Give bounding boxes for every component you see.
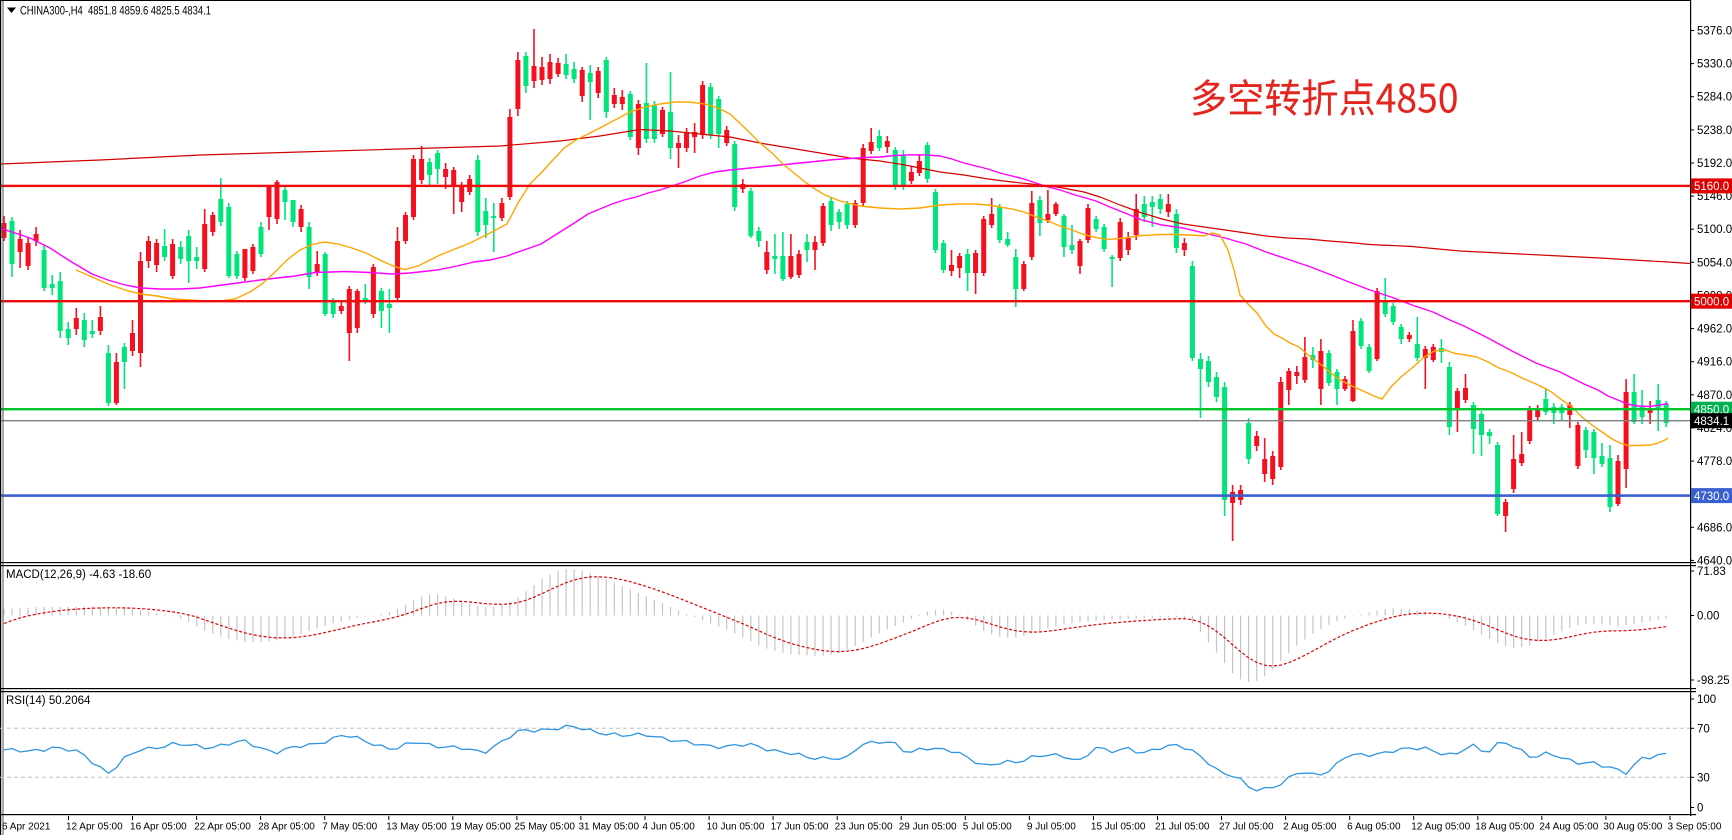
svg-text:4962.0: 4962.0 bbox=[1697, 324, 1732, 336]
svg-text:13 May 05:00: 13 May 05:00 bbox=[386, 822, 447, 833]
svg-text:4834.1: 4834.1 bbox=[1694, 416, 1729, 428]
svg-text:4730.0: 4730.0 bbox=[1694, 491, 1729, 503]
svg-text:4 Jun 05:00: 4 Jun 05:00 bbox=[643, 822, 696, 833]
svg-text:4640.0: 4640.0 bbox=[1697, 555, 1732, 567]
svg-text:10 Jun 05:00: 10 Jun 05:00 bbox=[707, 822, 765, 833]
svg-text:22 Apr 05:00: 22 Apr 05:00 bbox=[194, 822, 251, 833]
svg-text:0.00: 0.00 bbox=[1697, 611, 1719, 623]
svg-text:4870.0: 4870.0 bbox=[1697, 390, 1732, 402]
svg-text:30 Aug 05:00: 30 Aug 05:00 bbox=[1603, 822, 1662, 833]
svg-text:27 Jul 05:00: 27 Jul 05:00 bbox=[1219, 822, 1274, 833]
svg-text:3 Sep 05:00: 3 Sep 05:00 bbox=[1667, 822, 1721, 833]
svg-text:5376.0: 5376.0 bbox=[1697, 26, 1732, 38]
svg-text:0: 0 bbox=[1697, 803, 1703, 815]
svg-text:2 Aug 05:00: 2 Aug 05:00 bbox=[1283, 822, 1337, 833]
svg-text:23 Jun 05:00: 23 Jun 05:00 bbox=[835, 822, 893, 833]
svg-text:30: 30 bbox=[1697, 772, 1710, 784]
svg-text:12 Apr 05:00: 12 Apr 05:00 bbox=[66, 822, 123, 833]
svg-text:5 Jul 05:00: 5 Jul 05:00 bbox=[963, 822, 1012, 833]
svg-text:71.83: 71.83 bbox=[1697, 566, 1726, 578]
svg-text:5160.0: 5160.0 bbox=[1694, 181, 1729, 193]
svg-text:6 Aug 05:00: 6 Aug 05:00 bbox=[1347, 822, 1401, 833]
svg-text:24 Aug 05:00: 24 Aug 05:00 bbox=[1539, 822, 1598, 833]
svg-text:18 Aug 05:00: 18 Aug 05:00 bbox=[1475, 822, 1534, 833]
svg-text:70: 70 bbox=[1697, 723, 1710, 735]
svg-text:28 Apr 05:00: 28 Apr 05:00 bbox=[258, 822, 315, 833]
svg-text:5146.0: 5146.0 bbox=[1697, 191, 1732, 203]
svg-text:16 Apr 05:00: 16 Apr 05:00 bbox=[130, 822, 187, 833]
svg-text:5192.0: 5192.0 bbox=[1697, 158, 1732, 170]
svg-text:21 Jul 05:00: 21 Jul 05:00 bbox=[1155, 822, 1210, 833]
svg-text:31 May 05:00: 31 May 05:00 bbox=[578, 822, 639, 833]
svg-text:5100.0: 5100.0 bbox=[1697, 224, 1732, 236]
svg-text:100: 100 bbox=[1697, 694, 1716, 706]
svg-text:15 Jul 05:00: 15 Jul 05:00 bbox=[1091, 822, 1146, 833]
svg-text:5054.0: 5054.0 bbox=[1697, 257, 1732, 269]
svg-text:4778.0: 4778.0 bbox=[1697, 456, 1732, 468]
svg-text:5000.0: 5000.0 bbox=[1694, 296, 1729, 308]
svg-text:29 Jun 05:00: 29 Jun 05:00 bbox=[899, 822, 957, 833]
svg-text:9 Jul 05:00: 9 Jul 05:00 bbox=[1027, 822, 1076, 833]
svg-text:4916.0: 4916.0 bbox=[1697, 357, 1732, 369]
svg-text:5238.0: 5238.0 bbox=[1697, 125, 1732, 137]
svg-text:RSI(14) 50.2064: RSI(14) 50.2064 bbox=[6, 695, 91, 707]
svg-text:MACD(12,26,9) -4.63 -18.60: MACD(12,26,9) -4.63 -18.60 bbox=[6, 569, 151, 581]
svg-text:25 May 05:00: 25 May 05:00 bbox=[514, 822, 575, 833]
svg-text:4686.0: 4686.0 bbox=[1697, 522, 1732, 534]
svg-text:7 May 05:00: 7 May 05:00 bbox=[322, 822, 377, 833]
svg-text:CHINA300-,H4 4851.8 4859.6 48: CHINA300-,H4 4851.8 4859.6 4825.5 4834.1 bbox=[20, 5, 211, 18]
svg-text:17 Jun 05:00: 17 Jun 05:00 bbox=[771, 822, 829, 833]
svg-text:-98.25: -98.25 bbox=[1697, 675, 1730, 687]
svg-text:6 Apr 2021: 6 Apr 2021 bbox=[2, 822, 51, 833]
svg-text:5284.0: 5284.0 bbox=[1697, 92, 1732, 104]
svg-text:5330.0: 5330.0 bbox=[1697, 59, 1732, 71]
svg-text:19 May 05:00: 19 May 05:00 bbox=[450, 822, 511, 833]
svg-text:12 Aug 05:00: 12 Aug 05:00 bbox=[1411, 822, 1470, 833]
